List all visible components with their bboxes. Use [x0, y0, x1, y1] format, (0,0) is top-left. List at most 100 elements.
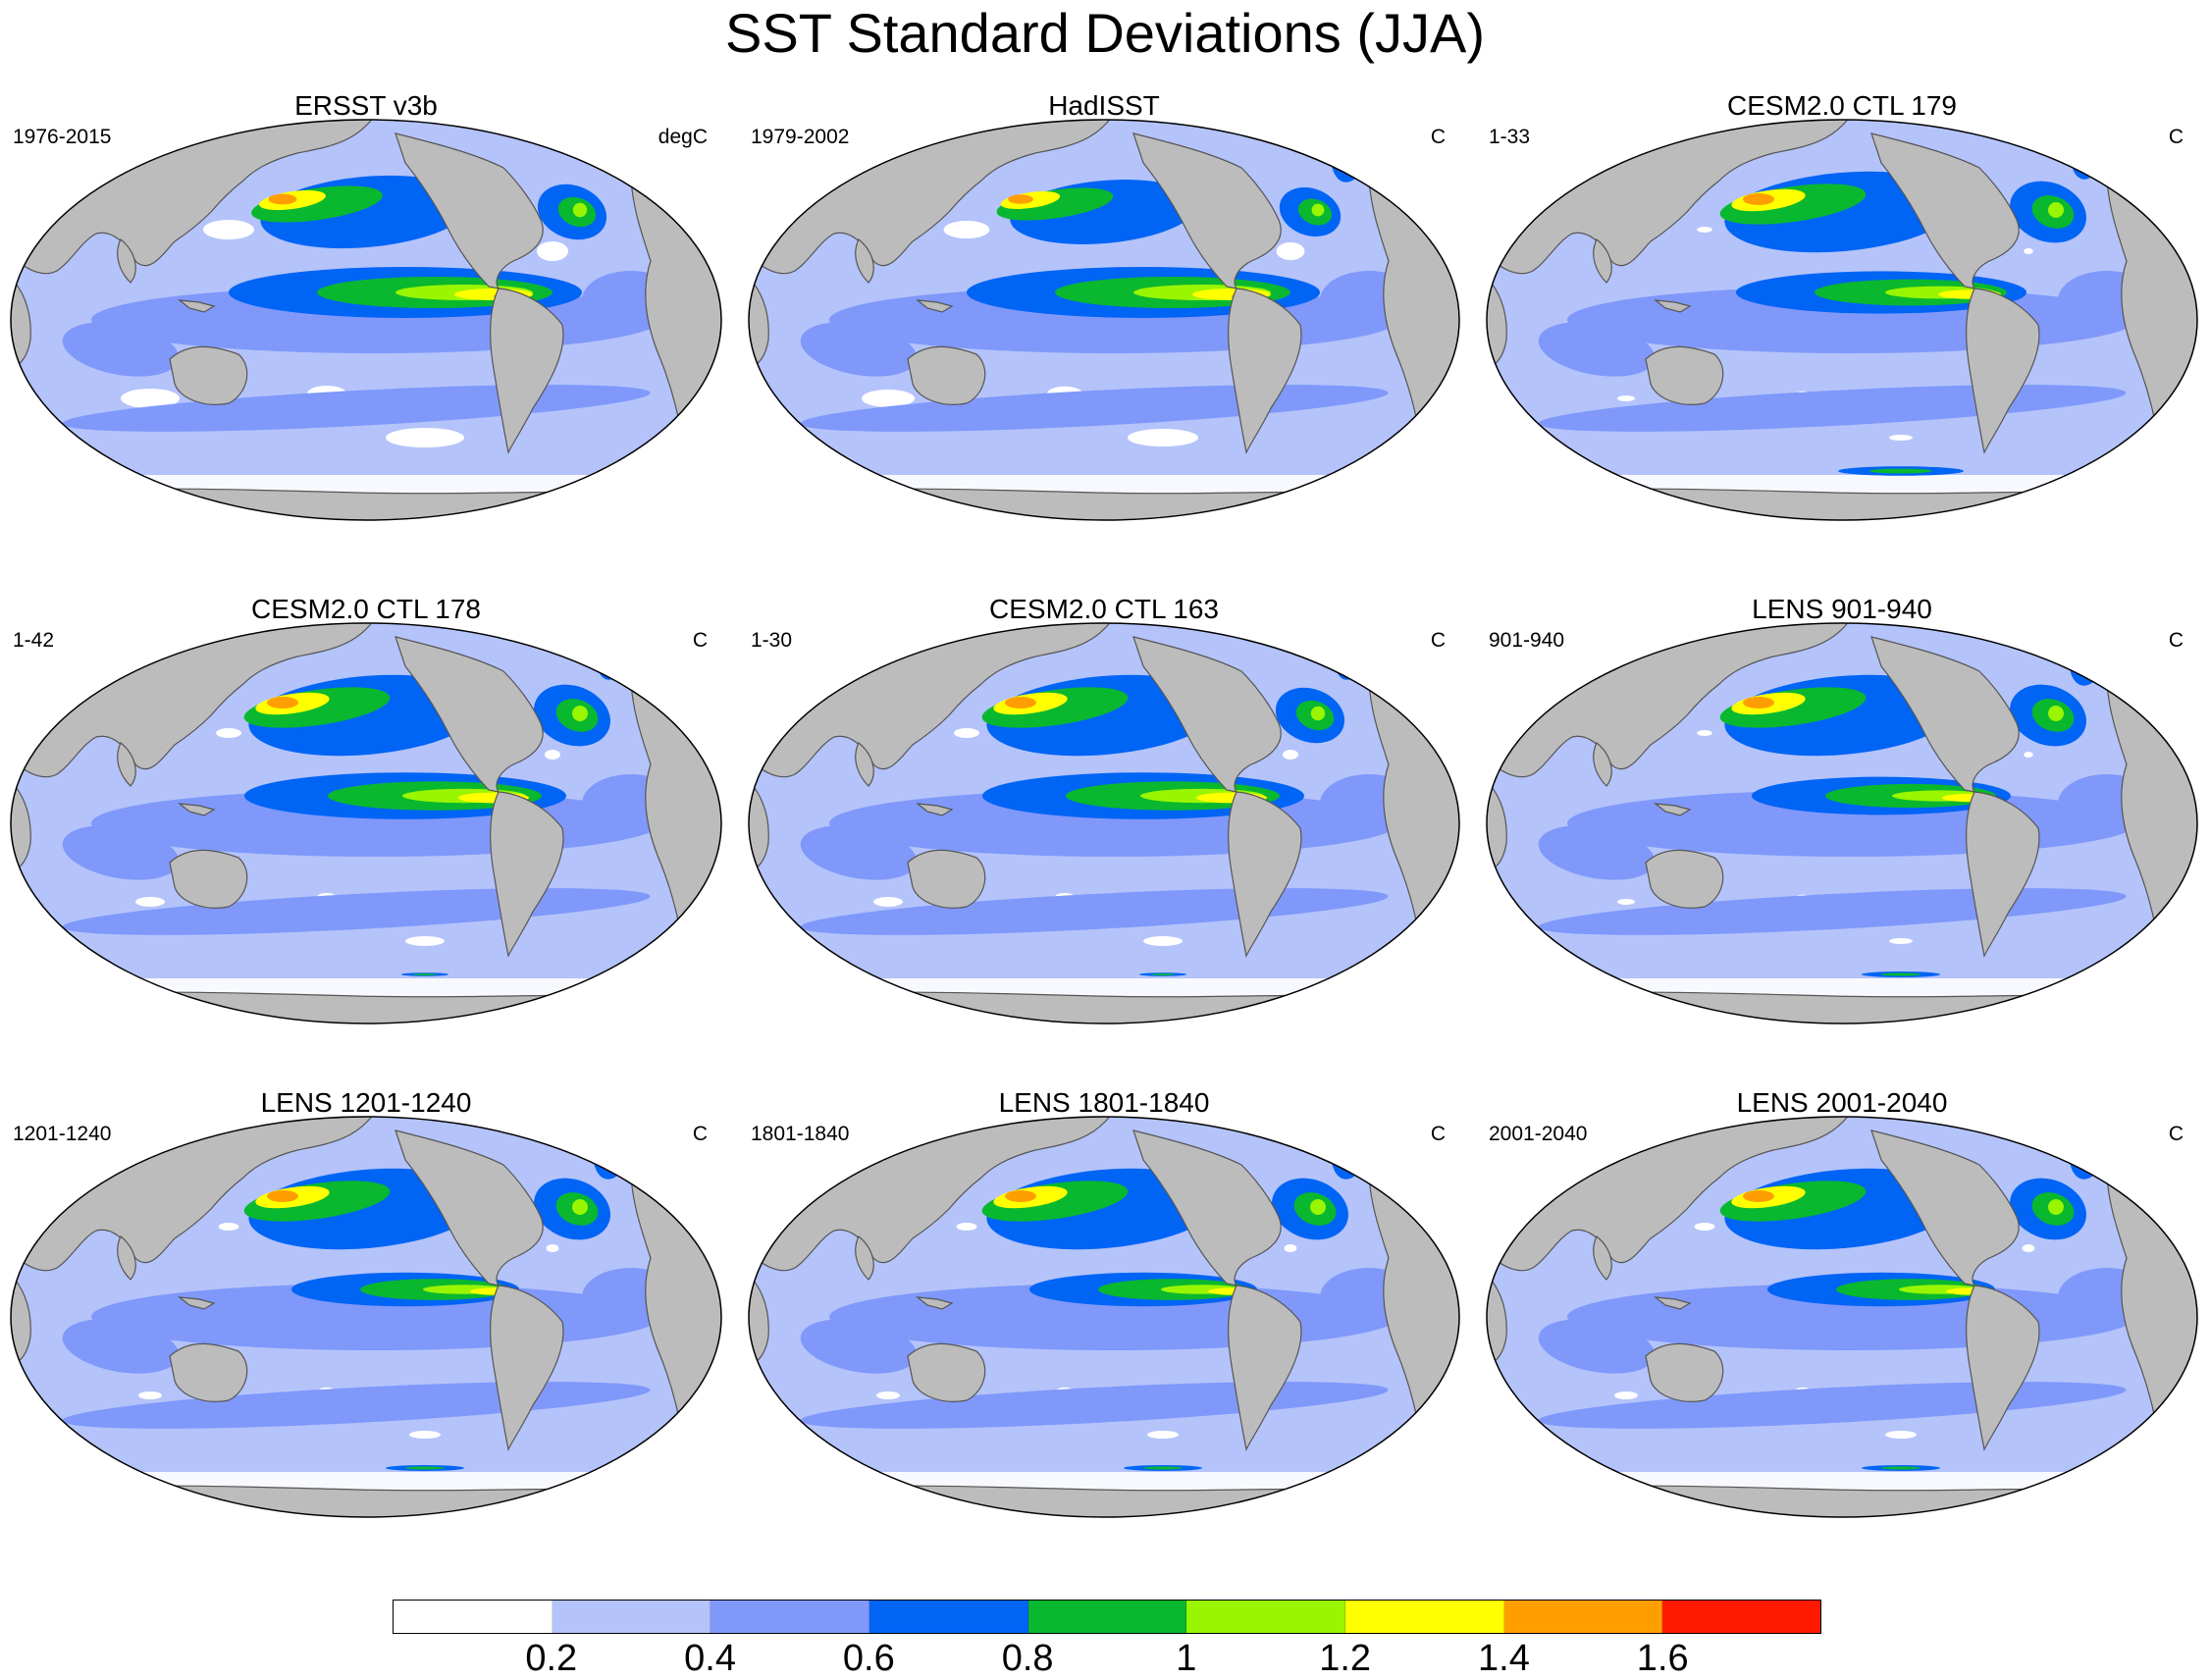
arctic-band: [139, 134, 161, 140]
greenland: [2027, 120, 2108, 154]
southern-band: [405, 1466, 445, 1470]
panel-title: CESM2.0 CTL 163: [989, 594, 1219, 624]
australia: [169, 849, 248, 909]
arctic-band: [119, 633, 182, 649]
southern-band: [413, 973, 437, 975]
map-outline: [748, 622, 1460, 1024]
panel-period: 1201-1240: [13, 1123, 112, 1145]
panel-units: C: [692, 629, 708, 652]
australia: [169, 1342, 248, 1402]
sst-map: [1486, 119, 2198, 521]
australia: [1645, 849, 1724, 909]
low-variance-patch: [1283, 750, 1298, 760]
map-panel: HadISST 1979-2002 C: [741, 90, 1467, 551]
indonesia: [1654, 1296, 1692, 1310]
colorbar-label: 1.2: [1319, 1638, 1372, 1679]
variance-band: [62, 825, 180, 880]
arctic-band: [2082, 644, 2092, 661]
south-america: [490, 791, 564, 958]
north-atlantic-band: [572, 1199, 588, 1215]
low-variance-patch: [1276, 242, 1305, 260]
sst-map: [748, 622, 1460, 1024]
arctic-band: [604, 642, 619, 671]
sst-map: [1486, 1116, 2198, 1518]
low-variance-patch: [873, 897, 903, 907]
panel-title: LENS 901-940: [1752, 594, 1932, 624]
sst-map: [748, 1116, 1460, 1518]
map-panel: CESM2.0 CTL 178 1-42 C: [3, 594, 729, 1055]
colorbar-label: 1.4: [1478, 1638, 1530, 1679]
north-america: [1132, 132, 1282, 289]
arctic-band: [135, 135, 145, 139]
arctic-band: [2083, 140, 2091, 158]
panel-title: HadISST: [1048, 90, 1160, 121]
map-panel: CESM2.0 CTL 163 1-30 C: [741, 594, 1467, 1055]
india: [117, 238, 136, 284]
southern-band: [1881, 1466, 1921, 1470]
arctic-band: [607, 645, 615, 660]
panel-units: degC: [658, 126, 708, 148]
low-variance-patch: [1284, 1244, 1297, 1252]
south-america: [490, 288, 564, 454]
greenland: [2027, 623, 2108, 657]
australia: [907, 345, 986, 405]
north-america: [395, 636, 544, 793]
australia: [169, 345, 248, 405]
low-variance-patch: [537, 241, 568, 261]
greenland: [552, 623, 632, 657]
colorbar-box: [1345, 1601, 1504, 1633]
low-variance-patch: [1885, 1431, 1917, 1439]
colorbar-label: 0.4: [684, 1638, 736, 1679]
colorbar-box: [710, 1601, 870, 1633]
north-atlantic-band: [1310, 706, 1326, 721]
low-variance-patch: [956, 1223, 977, 1231]
panel-period: 1-33: [1489, 126, 1531, 148]
low-variance-patch: [862, 390, 915, 407]
india: [855, 1235, 874, 1281]
india: [117, 1235, 136, 1281]
low-variance-patch: [943, 221, 990, 238]
low-variance-patch: [121, 389, 180, 408]
low-variance-patch: [405, 936, 445, 946]
arctic-band: [870, 637, 886, 645]
greenland: [2027, 1117, 2108, 1151]
variance-band: [800, 825, 918, 880]
panel-title: CESM2.0 CTL 179: [1727, 90, 1957, 121]
sst-map: [748, 119, 1460, 521]
north-pacific-band: [1005, 1190, 1036, 1202]
greenland: [1289, 1117, 1370, 1151]
southern-band: [1869, 468, 1932, 474]
india: [855, 742, 874, 787]
map-outline: [1486, 622, 2198, 1024]
figure-title: SST Standard Deviations (JJA): [725, 2, 1485, 64]
greenland: [552, 1117, 632, 1151]
australia: [907, 1342, 986, 1402]
low-variance-patch: [546, 1244, 559, 1252]
sst-map: [10, 119, 722, 521]
arctic-band: [1344, 140, 1354, 158]
greenland: [1289, 120, 1370, 154]
map-panel: ERSST v3b 1976-2015 degC: [3, 90, 729, 551]
australia: [1645, 345, 1724, 405]
low-variance-patch: [1697, 730, 1712, 736]
arctic-band: [1340, 1132, 1359, 1168]
variance-band: [800, 1319, 918, 1374]
map-outline: [748, 1116, 1460, 1518]
north-atlantic-band: [572, 706, 588, 721]
greenland: [552, 120, 632, 154]
arctic-band: [849, 128, 927, 147]
north-pacific-band: [268, 193, 297, 205]
low-variance-patch: [2024, 752, 2033, 758]
low-variance-patch: [954, 728, 979, 738]
arctic-band: [857, 633, 920, 649]
arctic-band: [1591, 129, 1661, 146]
north-atlantic-band: [572, 202, 588, 218]
indonesia: [916, 1296, 954, 1310]
arctic-band: [2082, 1137, 2092, 1155]
arctic-band: [608, 144, 614, 154]
north-america: [1132, 636, 1282, 793]
map-outline: [1486, 1116, 2198, 1518]
panel-period: 1-42: [13, 629, 55, 652]
arctic-band: [2078, 136, 2096, 170]
south-america: [1228, 1285, 1302, 1451]
